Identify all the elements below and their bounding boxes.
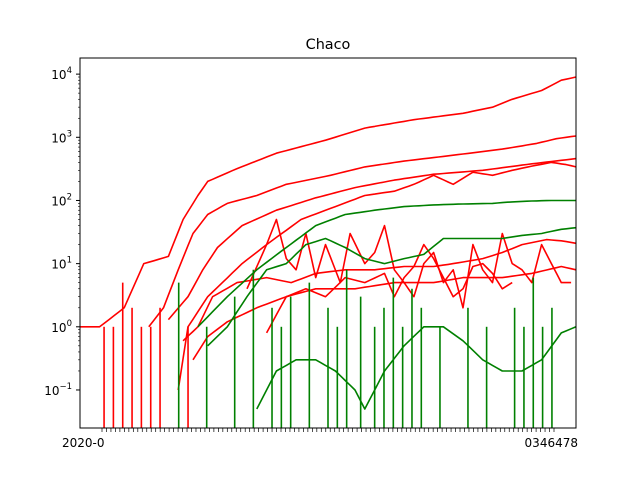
series-line-red: [148, 135, 577, 328]
series-line-green: [197, 199, 576, 328]
plot-frame: [79, 57, 577, 429]
y-tick-label: 101: [51, 256, 72, 272]
series-layer: [80, 76, 577, 428]
y-tick-label: 102: [51, 192, 72, 208]
series-line-red: [192, 265, 577, 361]
x-tick-label-end: 0346478: [525, 436, 578, 450]
y-tick-label: 103: [51, 129, 72, 145]
x-tick-label-start: 2020-0: [62, 436, 105, 450]
series-line-red: [246, 218, 572, 309]
series-line-red: [167, 157, 577, 321]
y-tick-label: 104: [51, 66, 72, 82]
series-line-green: [207, 226, 577, 347]
series-line-red: [80, 76, 577, 328]
y-tick-label: 10−1: [44, 382, 72, 398]
series-line-red: [182, 238, 577, 342]
y-tick-label: 100: [51, 319, 72, 335]
y-axis-ticks: 10−1 100 101 102 103 104: [44, 66, 80, 398]
chart-title: Chaco: [306, 37, 351, 53]
series-line-red: [177, 161, 577, 391]
series-line-red: [265, 243, 513, 334]
x-axis-ticks: [101, 428, 555, 432]
